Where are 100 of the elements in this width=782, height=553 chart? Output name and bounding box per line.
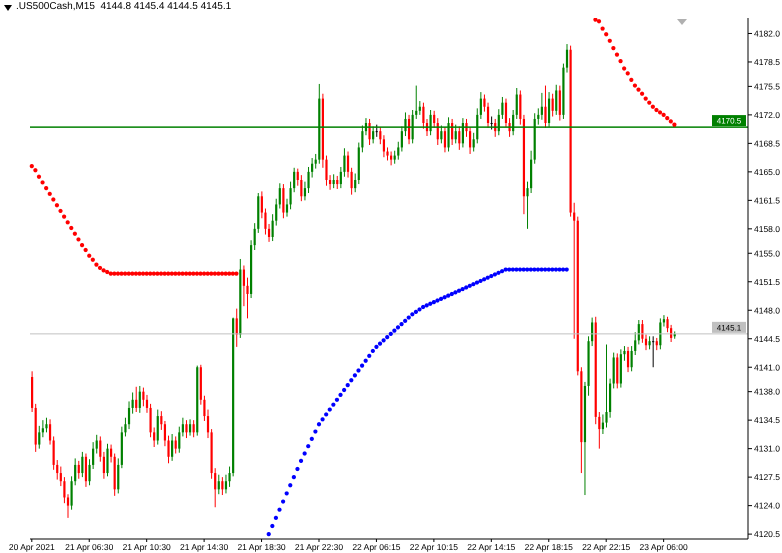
candlestick — [415, 85, 418, 120]
candlestick — [666, 316, 669, 333]
y-tick-label: 4158.0 — [754, 224, 780, 234]
candlestick — [656, 337, 658, 351]
candlestick — [397, 141, 400, 160]
x-tick-label: 20 Apr 2021 — [8, 542, 55, 552]
candlestick — [494, 118, 496, 138]
candlestick — [486, 102, 490, 128]
candlestick — [81, 451, 84, 478]
y-tick-label: 4144.5 — [754, 334, 780, 344]
x-tick-label: 22 Apr 06:15 — [352, 542, 401, 552]
candlestick — [418, 100, 421, 116]
candlestick — [289, 181, 292, 210]
candlestick — [468, 126, 472, 154]
x-tick-label: 21 Apr 22:30 — [294, 542, 344, 552]
candlestick — [188, 418, 192, 436]
candlestick — [128, 400, 130, 430]
candlestick — [99, 436, 102, 462]
y-tick-label: 4161.5 — [754, 195, 780, 206]
x-tick-label: 21 Apr 18:30 — [237, 542, 286, 552]
candlestick — [56, 460, 58, 480]
candlestick — [45, 417, 48, 433]
candlestick — [350, 167, 353, 196]
y-tick-label: 4175.5 — [754, 81, 780, 92]
y-tick-label: 4172.0 — [754, 110, 780, 120]
candlestick — [311, 158, 314, 178]
y-tick-label: 4151.5 — [754, 276, 780, 287]
candlestick — [314, 153, 317, 170]
candlestick — [634, 332, 636, 356]
candlestick — [325, 155, 328, 186]
candlestick — [638, 320, 640, 345]
candlestick — [92, 442, 94, 470]
x-tick-label: 23 Apr 06:00 — [640, 542, 688, 552]
candlestick — [236, 308, 238, 348]
candlestick — [552, 93, 554, 117]
candlestick — [354, 172, 356, 193]
candlestick — [573, 202, 576, 340]
candlestick — [555, 84, 558, 116]
candlestick — [605, 344, 608, 428]
candlestick — [662, 314, 666, 328]
candlestick — [394, 150, 396, 164]
candlestick — [540, 92, 543, 120]
candlestick — [138, 385, 141, 414]
candlestick — [526, 181, 529, 230]
candlestick — [102, 451, 105, 480]
candlestick — [304, 181, 306, 201]
candlestick — [242, 264, 246, 307]
candlestick — [644, 334, 648, 351]
candlestick — [275, 198, 278, 226]
y-tick-label: 4134.5 — [754, 415, 780, 426]
candlestick — [174, 436, 177, 454]
y-tick-label: 4138.0 — [754, 386, 780, 397]
candlestick — [48, 418, 52, 446]
candlestick — [254, 222, 256, 251]
candlestick — [192, 420, 195, 438]
y-tick-label: 4155.0 — [754, 248, 780, 258]
candlestick — [224, 474, 228, 494]
candlestick — [504, 98, 508, 128]
candlestick — [382, 134, 386, 158]
candlestick — [135, 386, 138, 413]
candlestick — [214, 468, 216, 508]
candlestick — [221, 476, 224, 496]
ref-line-label: 4145.1 — [716, 323, 742, 332]
candlestick — [167, 435, 170, 464]
y-tick-label: 4168.5 — [754, 138, 780, 148]
candlestick — [376, 124, 378, 138]
candlestick — [272, 214, 274, 242]
candlestick — [652, 336, 654, 368]
y-tick-label: 4148.0 — [754, 305, 780, 316]
candlestick — [602, 414, 604, 434]
candlestick — [300, 174, 302, 202]
y-tick-label: 4120.5 — [754, 529, 780, 540]
candlestick — [171, 433, 174, 462]
candlestick — [185, 420, 188, 439]
x-tick-label: 21 Apr 14:30 — [180, 542, 228, 552]
candlestick — [346, 151, 350, 178]
candlestick — [537, 108, 540, 126]
candlestick — [164, 420, 166, 447]
chart-title: .US500Cash,M15 4144.8 4145.4 4144.5 4145.1 — [16, 1, 232, 12]
candlestick — [260, 190, 263, 219]
candlestick — [218, 474, 220, 495]
ref-line-label: 4170.5 — [716, 116, 742, 126]
candlestick — [160, 410, 162, 430]
candlestick — [78, 460, 80, 480]
candlestick — [182, 417, 184, 437]
candlestick — [74, 458, 76, 486]
candlestick — [264, 208, 267, 236]
candlestick — [332, 174, 335, 189]
candlestick — [336, 175, 338, 190]
candlestick — [63, 476, 66, 504]
candlestick — [340, 166, 342, 189]
x-tick-label: 22 Apr 14:15 — [467, 542, 516, 552]
candlestick — [598, 412, 600, 450]
candlestick — [422, 102, 425, 130]
candlestick — [480, 92, 482, 120]
x-tick-label: 21 Apr 10:30 — [122, 542, 172, 552]
candlestick — [444, 126, 446, 153]
y-tick-label: 4124.0 — [754, 500, 780, 511]
candlestick — [630, 346, 633, 372]
candlestick — [566, 44, 568, 74]
